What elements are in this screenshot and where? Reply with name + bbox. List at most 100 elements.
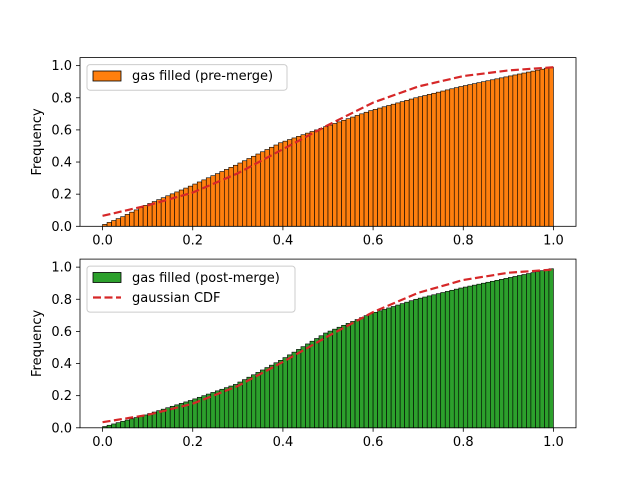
histogram-bar — [251, 374, 257, 429]
x-tick-label: 0.0 — [92, 435, 113, 450]
histogram-bar — [291, 351, 297, 429]
histogram-bar — [282, 140, 288, 227]
histogram-bar — [413, 97, 419, 227]
histogram-bar — [485, 281, 491, 429]
histogram-bar — [336, 326, 342, 429]
x-tick-label: 0.8 — [453, 435, 474, 450]
legend-label-post-merge: gas filled (post-merge) — [132, 271, 280, 286]
y-tick-label: 0.6 — [51, 123, 72, 138]
histogram-bar — [201, 395, 207, 429]
histogram-bar — [499, 279, 505, 429]
histogram-bar — [323, 332, 329, 429]
histogram-bar — [431, 294, 437, 429]
histogram-bar — [269, 146, 275, 227]
histogram-bar — [214, 390, 221, 429]
y-tick-label: 1.0 — [51, 59, 72, 74]
histogram-bar — [354, 115, 360, 227]
histogram-bar — [210, 392, 216, 429]
histogram-bar — [314, 129, 320, 227]
histogram-bar — [196, 181, 203, 227]
y-tick-label: 0.4 — [51, 156, 72, 171]
gaussian-cdf-line — [102, 66, 554, 217]
histogram-bar — [260, 369, 266, 429]
histogram-bar — [490, 280, 496, 429]
histogram-bar — [381, 106, 387, 227]
axes-frame-pre-merge — [79, 57, 577, 227]
histogram-bar — [354, 319, 360, 429]
histogram-bar — [390, 306, 396, 429]
x-tick-label: 1.0 — [543, 435, 564, 450]
histogram-bar — [444, 89, 451, 227]
x-tick-label: 0.0 — [92, 233, 113, 248]
histogram-bar — [517, 73, 523, 227]
histogram-bar — [255, 153, 261, 227]
histogram-bar — [138, 415, 144, 429]
histogram-bar — [399, 303, 405, 429]
histogram-bar — [440, 292, 446, 429]
histogram-bar — [476, 82, 482, 227]
histogram-bar — [264, 367, 270, 429]
x-tick-label: 0.8 — [453, 233, 474, 248]
histogram-bar — [359, 317, 365, 429]
histogram-bar — [449, 289, 455, 429]
histogram-bar — [467, 285, 473, 429]
histogram-bar — [372, 311, 378, 429]
axes-frame-post-merge — [79, 258, 577, 429]
histogram-bar — [399, 101, 405, 227]
histogram-bar — [332, 123, 338, 227]
histogram-bar — [449, 88, 455, 227]
histogram-bar — [237, 381, 243, 429]
histogram-bar — [431, 92, 437, 227]
histogram-bar — [548, 66, 554, 227]
histogram-bar — [242, 160, 248, 227]
histogram-bar — [481, 81, 487, 227]
histogram-bar — [246, 376, 252, 429]
histogram-bar — [435, 91, 442, 227]
histogram-bar — [228, 385, 234, 429]
y-tick-label: 0.6 — [51, 325, 72, 340]
histogram-bar — [377, 310, 383, 429]
histogram-bar — [129, 418, 135, 429]
histogram-bar — [359, 113, 365, 227]
legend-swatch-post-merge — [92, 272, 122, 283]
histogram-bar — [521, 72, 527, 227]
histogram-bar — [544, 269, 550, 429]
histogram-bar — [300, 346, 306, 429]
histogram-bar — [115, 218, 121, 227]
histogram-bar — [278, 360, 284, 429]
histogram-bar — [499, 77, 505, 227]
histogram-bar — [327, 124, 333, 227]
histogram-bar — [111, 220, 117, 227]
histogram-bar — [165, 195, 171, 227]
histogram-bar — [233, 384, 239, 429]
histogram-bar — [458, 287, 464, 429]
histogram-bar — [327, 330, 333, 429]
y-tick-label: 0.0 — [51, 220, 72, 235]
legend-pre-merge: gas filled (pre-merge) — [86, 64, 288, 91]
histogram-bar — [386, 105, 392, 227]
histogram-bar — [535, 271, 541, 429]
histogram-bar — [395, 304, 401, 429]
histogram-bar — [377, 107, 383, 227]
histogram-bar — [485, 80, 491, 227]
x-tick-label: 0.6 — [363, 233, 384, 248]
gaussian-cdf-line — [102, 268, 554, 424]
histogram-bar — [147, 203, 153, 227]
histogram-bar — [332, 328, 338, 429]
legend-swatch-pre-merge — [92, 70, 122, 82]
histogram-bar — [341, 119, 347, 227]
histogram-bar — [124, 419, 130, 429]
histogram-bar — [345, 323, 351, 429]
histogram-bar — [318, 127, 324, 227]
histogram-bar — [494, 78, 500, 227]
histogram-bar — [417, 297, 423, 429]
histogram-bar — [435, 293, 442, 429]
histogram-bar — [138, 207, 144, 227]
legend-label-pre-merge: gas filled (pre-merge) — [132, 69, 273, 84]
histogram-bar — [404, 301, 410, 429]
histogram-bar — [548, 268, 554, 429]
histogram-bar — [287, 139, 293, 227]
histogram-bar — [494, 280, 500, 429]
histogram-bar — [467, 84, 473, 227]
histogram-bar — [363, 111, 369, 227]
